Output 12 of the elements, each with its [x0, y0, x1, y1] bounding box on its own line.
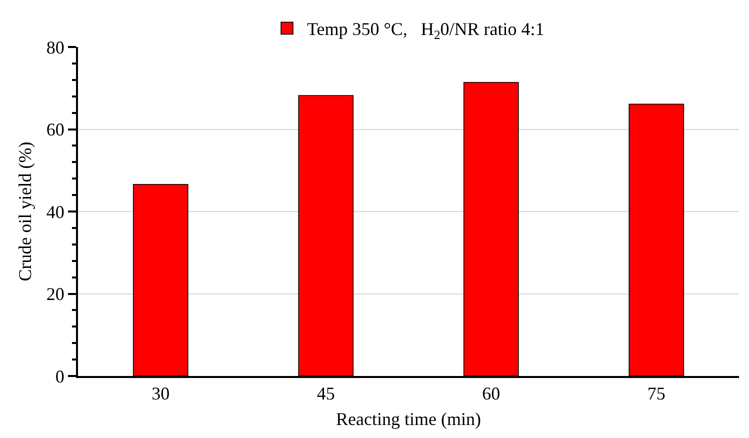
x-tick-label: 75 [647, 384, 666, 404]
x-tick-label: 60 [482, 384, 500, 404]
x-axis-title: Reacting time (min) [336, 409, 481, 430]
y-tick-label: 20 [46, 284, 64, 304]
y-tick-label: 80 [46, 37, 64, 58]
y-axis-title: Crude oil yield (%) [15, 142, 35, 282]
x-tick-label: 30 [152, 384, 170, 404]
legend-label: Temp 350 °C, H$_{2}$0/NR ratio 4:1 [307, 19, 544, 42]
y-tick-label: 0 [55, 366, 64, 386]
y-tick-label: 40 [46, 202, 64, 222]
y-tick-label: 60 [46, 120, 64, 140]
x-tick-label: 45 [316, 384, 335, 404]
